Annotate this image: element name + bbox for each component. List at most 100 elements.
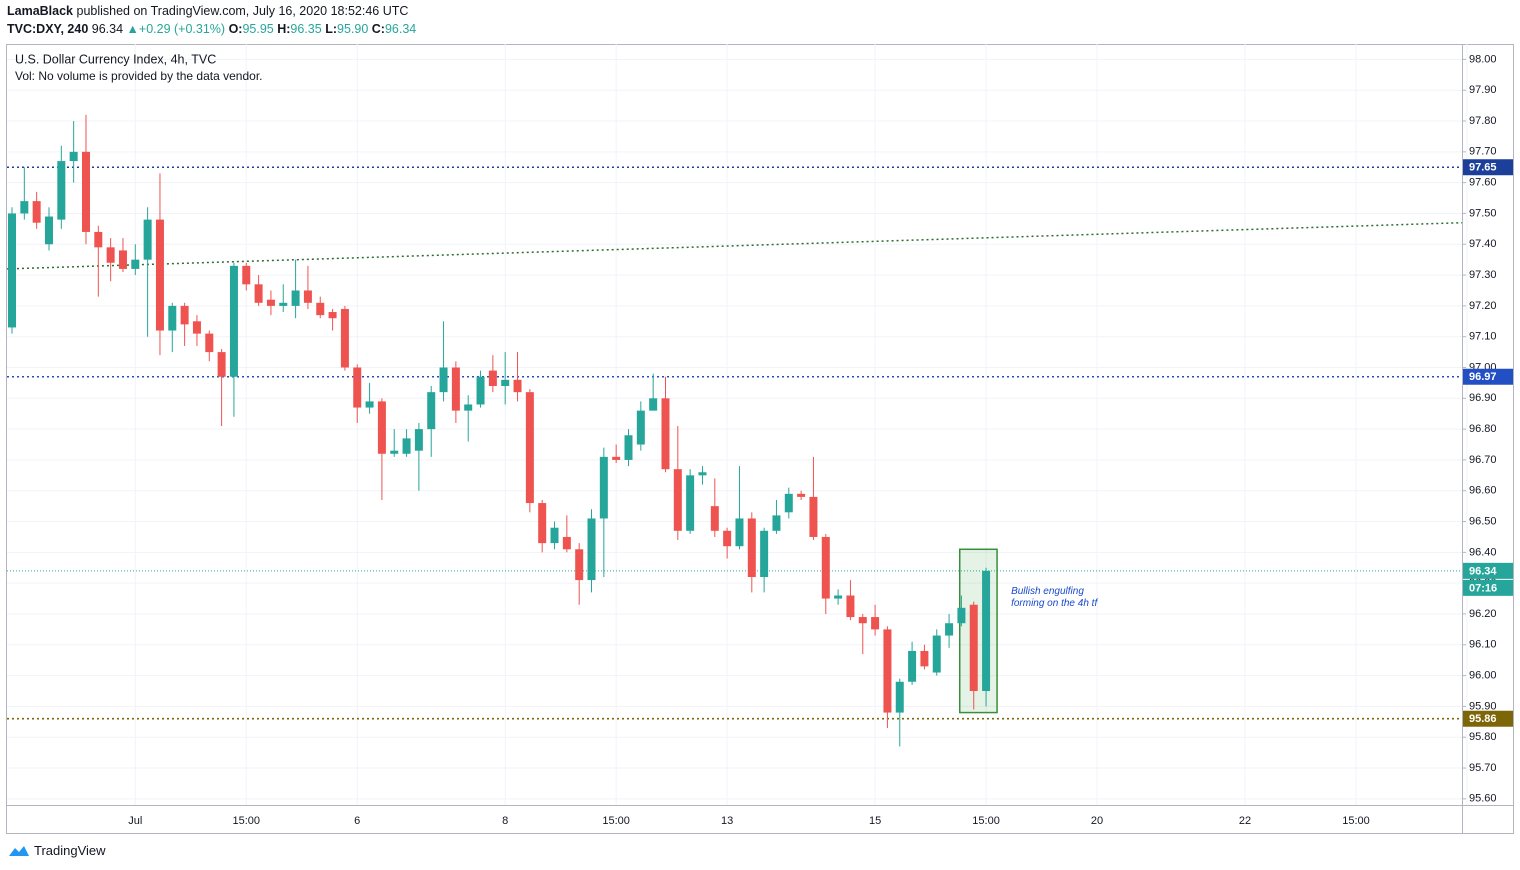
price-label: 96.34 <box>1469 565 1497 577</box>
candle-body <box>131 259 140 269</box>
c: 96.34 <box>384 22 417 36</box>
candle-body <box>920 650 929 667</box>
candle-body <box>883 629 892 713</box>
candle-body <box>365 401 374 408</box>
candle-body <box>945 623 954 636</box>
candle-body <box>834 595 843 599</box>
candle-body <box>340 308 349 368</box>
price-label-box <box>1463 159 1513 176</box>
footer: TradingView <box>8 843 106 858</box>
chart-subtitle: Vol: No volume is provided by the data v… <box>15 69 262 83</box>
candle-body <box>81 151 90 232</box>
candle-body <box>587 518 596 581</box>
y-tick-label: 95.90 <box>1469 700 1497 712</box>
candle-body <box>673 469 682 531</box>
candle-body <box>155 219 164 331</box>
candle-body <box>451 367 460 411</box>
x-tick-label: 15:00 <box>233 815 261 827</box>
candle-body <box>932 635 941 673</box>
candle-body <box>488 370 497 386</box>
candle-body <box>723 530 732 547</box>
x-tick-label: 15 <box>869 815 881 827</box>
y-tick-label: 96.10 <box>1469 639 1497 651</box>
y-tick-label: 96.80 <box>1469 423 1497 435</box>
y-tick-label: 96.50 <box>1469 515 1497 527</box>
candle-body <box>439 367 448 393</box>
candle-body <box>599 456 608 519</box>
x-tick-label: 15:00 <box>602 815 630 827</box>
symbol: TVC:DXY, 240 <box>7 22 89 36</box>
candle-body <box>205 333 214 353</box>
logo <box>9 845 29 856</box>
candle-body <box>957 607 966 624</box>
candle-body <box>20 201 29 214</box>
candle-body <box>649 398 658 411</box>
y-tick-label: 96.60 <box>1469 485 1497 497</box>
candle-body <box>32 201 41 223</box>
price-label: 96.97 <box>1469 371 1497 383</box>
candle-body <box>624 435 633 460</box>
y-tick-label: 97.50 <box>1469 207 1497 219</box>
y-tick-label: 96.40 <box>1469 546 1497 558</box>
symbol-line: TVC:DXY, 240 96.34 ▲+0.29 (+0.31%) O:95.… <box>7 22 416 36</box>
publish-line: LamaBlack published on TradingView.com, … <box>7 4 408 18</box>
candle-body <box>8 213 16 328</box>
candle-body <box>476 376 485 405</box>
candle-body <box>969 604 978 692</box>
candle-body <box>168 305 177 331</box>
l: 95.90 <box>337 22 369 36</box>
candle-body <box>538 503 547 544</box>
candle-body <box>908 650 917 682</box>
candle-body <box>390 450 399 454</box>
y-tick-label: 95.80 <box>1469 731 1497 743</box>
candle-body <box>106 247 115 263</box>
y-tick-label: 95.60 <box>1469 793 1497 805</box>
candle-body <box>44 216 53 245</box>
candle-body <box>797 493 806 497</box>
y-tick-label: 98.00 <box>1469 53 1497 65</box>
y-tick-label: 96.70 <box>1469 454 1497 466</box>
candle-body <box>612 456 621 460</box>
y-tick-label: 97.90 <box>1469 84 1497 96</box>
candle-body <box>575 549 584 581</box>
candle-body <box>266 299 275 306</box>
y-tick-label: 97.20 <box>1469 300 1497 312</box>
arrow: ▲ <box>126 22 139 36</box>
y-tick-label: 96.20 <box>1469 608 1497 620</box>
last: 96.34 <box>91 22 124 36</box>
y-tick-label: 96.90 <box>1469 392 1497 404</box>
candle-body <box>118 250 127 269</box>
annotation-text: Bullish engulfing <box>1011 586 1084 597</box>
candle-body <box>525 392 534 504</box>
candle-body <box>846 595 855 618</box>
y-tick-label: 97.60 <box>1469 177 1497 189</box>
candle-body <box>69 151 78 162</box>
candle-body <box>562 536 571 550</box>
candle-body <box>686 475 695 531</box>
price-label: 97.65 <box>1469 162 1497 174</box>
price-label-box <box>1463 710 1513 727</box>
candle-body <box>821 536 830 599</box>
annotation-box <box>958 548 998 714</box>
candle-body <box>735 518 744 547</box>
candle-body <box>57 161 66 220</box>
candle-body <box>760 530 769 578</box>
x-tick-label: 22 <box>1239 815 1251 827</box>
candle-body <box>414 429 423 451</box>
countdown: 07:16 <box>1469 582 1497 594</box>
candle-body <box>94 231 103 248</box>
candle-body <box>982 570 991 692</box>
candle-body <box>353 367 362 408</box>
author: LamaBlack <box>7 4 74 18</box>
candle-body <box>698 472 707 476</box>
countdown-box <box>1463 579 1513 596</box>
candle-body <box>328 312 337 319</box>
candle-body <box>229 265 238 377</box>
change: +0.29 (+0.31%) <box>138 22 226 36</box>
price-label-box <box>1463 368 1513 385</box>
candle-body <box>291 290 300 306</box>
candle-body <box>254 284 263 303</box>
x-tick-label: 13 <box>721 815 733 827</box>
h: 96.35 <box>290 22 322 36</box>
